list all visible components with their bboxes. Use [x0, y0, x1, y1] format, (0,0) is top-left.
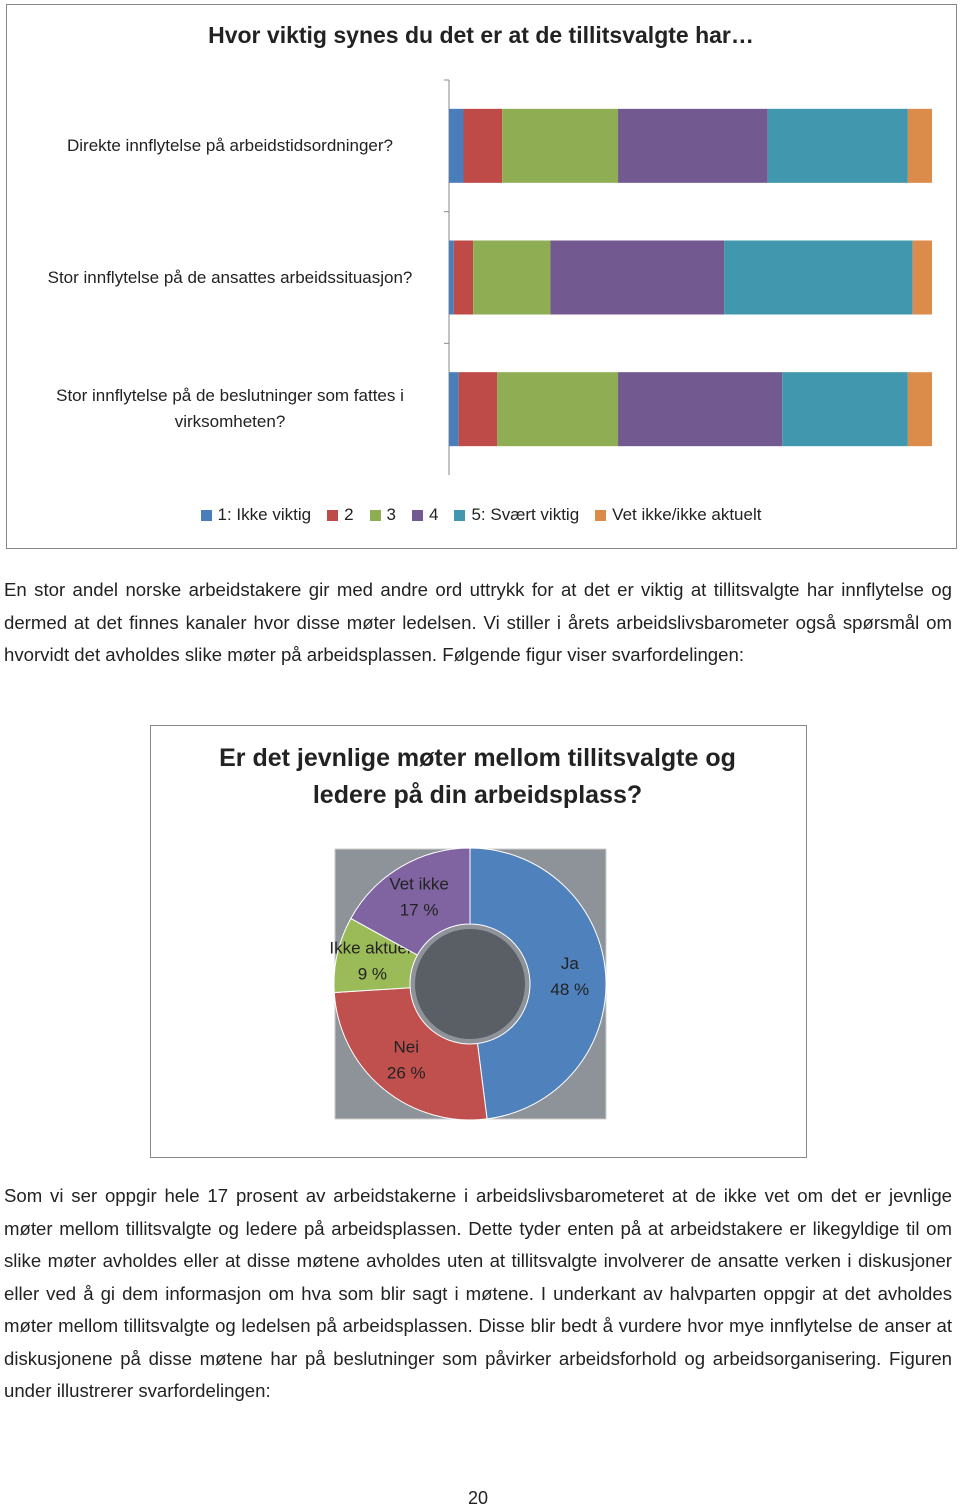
chart-frame: [150, 725, 807, 1158]
slice-label: Nei: [393, 1038, 419, 1057]
bar-segment: [453, 240, 474, 315]
legend-label: 5: Svært viktig: [471, 505, 580, 524]
photo-center: [415, 929, 525, 1039]
paragraph: Som vi ser oppgir hele 17 prosent av arb…: [4, 1185, 952, 1401]
bar-segment: [502, 108, 619, 183]
legend: 1: Ikke viktig 2 3 4 5: Svært viktig Vet ikke…: [6, 505, 956, 525]
value-label: 17 %: [400, 900, 439, 919]
donut-segment: [350, 847, 471, 956]
paragraph: En stor andel norske arbeidstakere gir m…: [4, 579, 952, 665]
bar-segment: [463, 108, 503, 183]
bar-segment: [912, 240, 932, 315]
bar-segment: [449, 240, 454, 315]
page-number: 20: [467, 1488, 489, 1508]
bar-segment: [449, 108, 464, 183]
legend-item: 3: [369, 505, 396, 525]
legend-marker: [327, 509, 339, 521]
legend-marker: [454, 509, 466, 521]
donut-chart: Ja 48 % Nei 26 % Ikke aktuelt 9 % Vet ikke 17 %: [329, 847, 607, 1121]
bar-segment: [497, 372, 619, 447]
legend-marker: [200, 509, 212, 521]
bar-segment: [550, 240, 725, 315]
value-label: 9 %: [358, 965, 387, 984]
donut-segment: [333, 987, 488, 1121]
legend-item: 1: Ikke viktig: [200, 505, 312, 525]
value-label: 48 %: [550, 980, 589, 999]
legend-item: 4: [412, 505, 438, 525]
category-label: Stor innflytelse på de beslutninger som …: [56, 386, 404, 432]
chart-frame: [6, 4, 957, 549]
legend-marker: [595, 509, 607, 521]
chart-title: Hvor viktig synes du det er at de tillit…: [208, 22, 754, 48]
slice-label: Vet ikke: [389, 874, 449, 893]
legend-item: Vet ikke/ikke aktuelt: [595, 505, 761, 525]
legend-marker: [412, 509, 423, 521]
donut-segment: [469, 847, 607, 1120]
legend-label: 2: [344, 505, 354, 524]
legend-label: 4: [429, 505, 439, 524]
legend-label: Vet ikke/ikke aktuelt: [612, 505, 762, 524]
bar-chart: [444, 79, 932, 475]
value-label: 26 %: [387, 1064, 426, 1083]
legend-marker: [369, 509, 381, 521]
legend-label: 1: Ikke viktig: [217, 505, 312, 524]
category-label: Stor innflytelse på de ansattes arbeidss…: [47, 267, 413, 287]
category-label: Direkte innflytelse på arbeidstidsordnin…: [66, 135, 393, 155]
legend-label: 3: [386, 505, 396, 524]
bar-segment: [767, 108, 908, 183]
bar-segment: [907, 108, 932, 183]
legend-item: 2: [327, 505, 354, 525]
chart-title: Er det jevnlige møter mellom tillitsvalg…: [219, 744, 736, 809]
bar-segment: [907, 372, 932, 447]
bar-segment: [473, 240, 551, 315]
slice-label: Ja: [561, 954, 580, 973]
bar-segment: [449, 372, 459, 447]
bar-segment: [618, 108, 768, 183]
bar-segment: [458, 372, 498, 447]
bar-segment: [724, 240, 913, 315]
bar-segment: [618, 372, 783, 447]
legend-item: 5: Svært viktig: [454, 505, 579, 525]
slice-label: Ikke aktuelt: [329, 939, 415, 958]
bar-segment: [782, 372, 908, 447]
